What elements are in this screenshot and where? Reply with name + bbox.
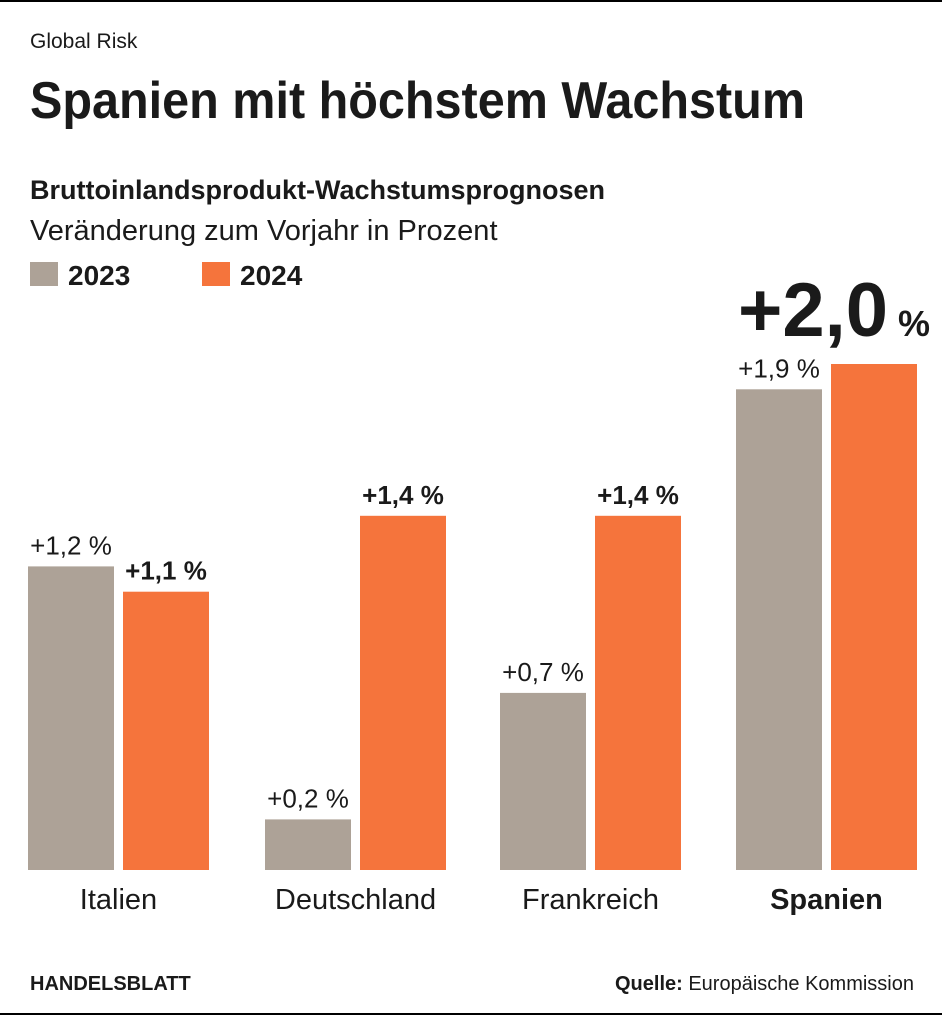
- bar: [360, 515, 446, 870]
- source-text: Europäische Kommission: [688, 973, 914, 995]
- x-tick-label: Deutschland: [275, 884, 436, 916]
- value-label: +0,2 %: [267, 783, 349, 813]
- x-tick-label: Frankreich: [522, 884, 659, 916]
- chart-title: Spanien mit höchstem Wachstum: [30, 72, 805, 130]
- value-label: +1,4 %: [597, 480, 679, 510]
- value-label: +1,2 %: [30, 530, 112, 560]
- bar: [123, 591, 209, 870]
- source-label: Quelle:: [615, 973, 683, 995]
- legend-swatch: [202, 262, 230, 286]
- bar: [831, 364, 917, 870]
- note: Veränderung zum Vorjahr in Prozent: [30, 215, 498, 247]
- source: Quelle: Europäische Kommission: [615, 973, 914, 995]
- value-label-part: %: [888, 303, 930, 344]
- kicker: Global Risk: [30, 30, 138, 53]
- value-label: +2,0 %: [738, 268, 930, 353]
- bar: [595, 515, 681, 870]
- x-tick-label: Italien: [80, 884, 157, 916]
- bar: [265, 819, 351, 870]
- value-label: +1,9 %: [738, 353, 820, 383]
- brand: HANDELSBLATT: [30, 973, 191, 995]
- bar: [28, 566, 114, 870]
- legend-swatch: [30, 262, 58, 286]
- x-tick-label: Spanien: [770, 884, 883, 916]
- value-label: +0,7 %: [502, 657, 584, 687]
- bar: [500, 692, 586, 870]
- value-label: +1,4 %: [362, 480, 444, 510]
- value-label: +1,1 %: [125, 556, 207, 586]
- value-label-part: +2,0: [738, 268, 888, 353]
- subtitle: Bruttoinlandsprodukt-Wachstumsprognosen: [30, 175, 605, 205]
- legend-label: 2023: [68, 260, 130, 291]
- legend-label: 2024: [240, 260, 303, 291]
- bar: [736, 389, 822, 870]
